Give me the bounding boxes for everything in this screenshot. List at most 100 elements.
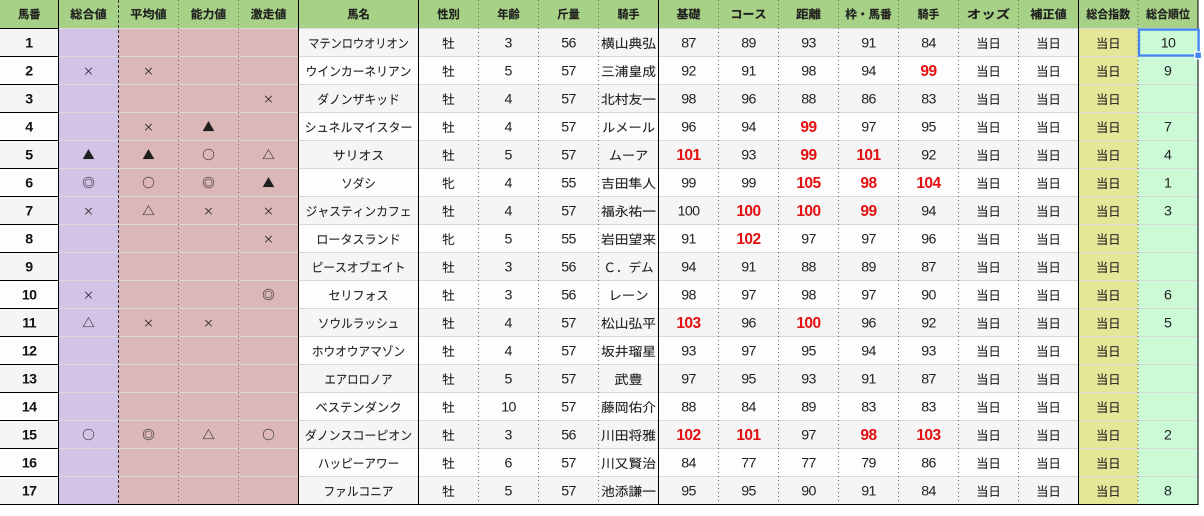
- svg-text:57: 57: [561, 120, 576, 136]
- svg-text:93: 93: [921, 344, 936, 360]
- svg-text:97: 97: [801, 232, 816, 248]
- svg-text:105: 105: [796, 175, 821, 192]
- svg-text:9: 9: [1164, 64, 1172, 80]
- svg-text:91: 91: [741, 260, 756, 276]
- svg-text:95: 95: [801, 344, 816, 360]
- svg-text:5: 5: [505, 372, 513, 388]
- svg-text:97: 97: [801, 428, 816, 444]
- svg-text:86: 86: [921, 456, 936, 472]
- svg-text:87: 87: [921, 372, 936, 388]
- svg-text:4: 4: [505, 204, 513, 220]
- svg-text:10: 10: [1161, 36, 1176, 52]
- svg-text:88: 88: [681, 400, 696, 416]
- svg-text:7: 7: [25, 204, 33, 220]
- svg-text:93: 93: [741, 148, 756, 164]
- svg-text:3: 3: [1164, 204, 1172, 220]
- svg-text:88: 88: [801, 260, 816, 276]
- svg-text:55: 55: [561, 176, 576, 192]
- svg-text:5: 5: [505, 232, 513, 248]
- svg-text:1: 1: [1164, 176, 1172, 192]
- svg-text:86: 86: [861, 92, 876, 108]
- svg-text:6: 6: [25, 176, 33, 192]
- svg-text:99: 99: [920, 63, 937, 80]
- svg-text:6: 6: [1164, 288, 1172, 304]
- svg-text:94: 94: [921, 204, 936, 220]
- svg-text:8: 8: [1164, 484, 1172, 500]
- svg-text:4: 4: [505, 316, 513, 332]
- svg-text:83: 83: [921, 400, 936, 416]
- svg-text:84: 84: [741, 400, 756, 416]
- svg-text:96: 96: [921, 232, 936, 248]
- svg-text:3: 3: [505, 36, 513, 52]
- svg-text:3: 3: [505, 288, 513, 304]
- svg-text:4: 4: [505, 344, 513, 360]
- svg-text:91: 91: [861, 372, 876, 388]
- svg-text:77: 77: [741, 456, 756, 472]
- svg-text:99: 99: [681, 176, 696, 192]
- svg-text:99: 99: [741, 176, 756, 192]
- svg-text:8: 8: [25, 232, 33, 248]
- svg-text:98: 98: [860, 427, 877, 444]
- svg-text:98: 98: [801, 288, 816, 304]
- svg-text:5: 5: [25, 148, 33, 164]
- svg-text:83: 83: [861, 400, 876, 416]
- svg-text:10: 10: [22, 288, 37, 304]
- svg-text:96: 96: [681, 120, 696, 136]
- svg-text:87: 87: [921, 260, 936, 276]
- svg-text:7: 7: [1164, 120, 1172, 136]
- svg-text:57: 57: [561, 400, 576, 416]
- svg-text:5: 5: [505, 64, 513, 80]
- svg-text:91: 91: [861, 484, 876, 500]
- svg-text:4: 4: [505, 176, 513, 192]
- svg-text:89: 89: [801, 400, 816, 416]
- svg-text:94: 94: [861, 344, 876, 360]
- svg-text:11: 11: [22, 316, 37, 332]
- svg-text:99: 99: [800, 119, 817, 136]
- svg-text:4: 4: [1164, 148, 1172, 164]
- svg-text:96: 96: [741, 316, 756, 332]
- svg-text:10: 10: [501, 400, 516, 416]
- svg-text:6: 6: [505, 456, 513, 472]
- svg-text:99: 99: [800, 147, 817, 164]
- svg-text:90: 90: [801, 484, 816, 500]
- svg-text:57: 57: [561, 344, 576, 360]
- svg-text:93: 93: [801, 36, 816, 52]
- svg-text:97: 97: [741, 344, 756, 360]
- svg-text:89: 89: [741, 36, 756, 52]
- svg-text:84: 84: [921, 36, 936, 52]
- svg-text:84: 84: [921, 484, 936, 500]
- svg-text:95: 95: [741, 484, 756, 500]
- svg-text:57: 57: [561, 484, 576, 500]
- svg-text:4: 4: [25, 120, 33, 136]
- svg-text:57: 57: [561, 372, 576, 388]
- svg-text:92: 92: [681, 64, 696, 80]
- svg-text:2: 2: [25, 64, 33, 80]
- svg-text:1: 1: [25, 36, 33, 52]
- svg-text:100: 100: [796, 203, 820, 220]
- svg-text:97: 97: [681, 372, 696, 388]
- svg-text:16: 16: [22, 456, 37, 472]
- svg-text:94: 94: [741, 120, 756, 136]
- svg-text:95: 95: [921, 120, 936, 136]
- svg-text:101: 101: [736, 427, 761, 444]
- svg-text:5: 5: [505, 148, 513, 164]
- svg-text:104: 104: [916, 175, 941, 192]
- svg-text:56: 56: [561, 36, 576, 52]
- svg-text:97: 97: [861, 120, 876, 136]
- svg-text:15: 15: [22, 428, 37, 444]
- svg-text:57: 57: [561, 64, 576, 80]
- svg-text:90: 90: [921, 288, 936, 304]
- svg-text:99: 99: [860, 203, 877, 220]
- svg-text:17: 17: [22, 484, 37, 500]
- svg-text:4: 4: [505, 92, 513, 108]
- svg-text:4: 4: [505, 120, 513, 136]
- svg-text:93: 93: [801, 372, 816, 388]
- svg-text:89: 89: [861, 260, 876, 276]
- svg-text:87: 87: [681, 36, 696, 52]
- svg-text:101: 101: [856, 147, 881, 164]
- svg-text:94: 94: [681, 260, 696, 276]
- svg-text:102: 102: [676, 427, 700, 444]
- svg-text:55: 55: [561, 232, 576, 248]
- svg-text:96: 96: [741, 92, 756, 108]
- svg-text:91: 91: [741, 64, 756, 80]
